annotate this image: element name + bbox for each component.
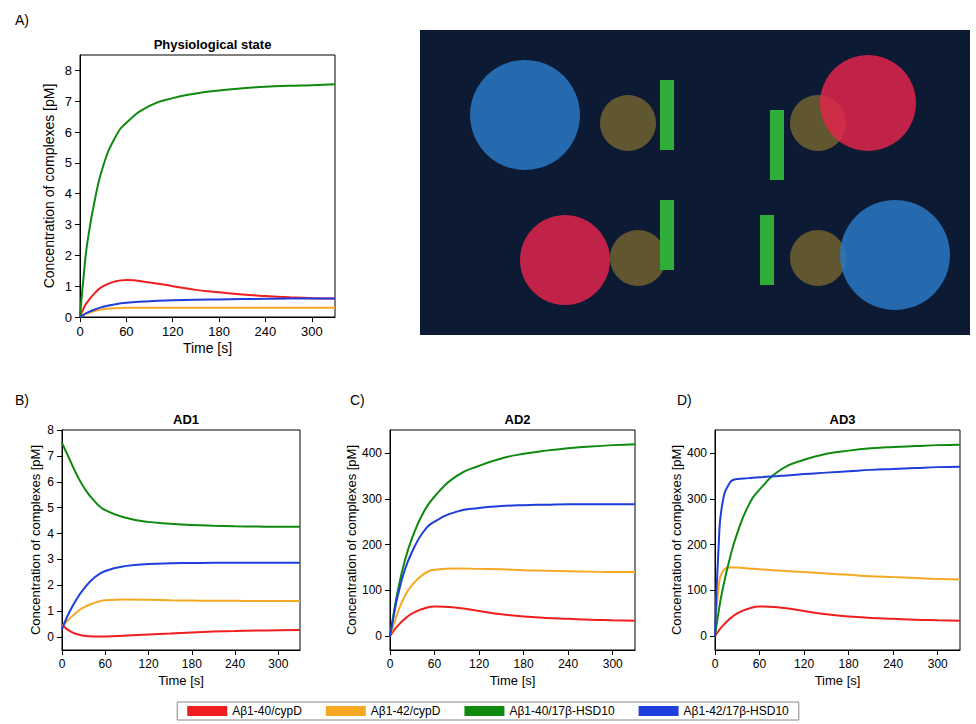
svg-text:120: 120 [469,657,489,671]
svg-text:Aβ1-40/cypD: Aβ1-40/cypD [232,704,302,718]
svg-text:0: 0 [59,657,66,671]
svg-text:2: 2 [47,578,54,592]
svg-text:0: 0 [387,657,394,671]
svg-text:240: 240 [225,657,245,671]
svg-text:5: 5 [47,501,54,515]
svg-text:Time [s]: Time [s] [815,673,861,688]
svg-text:0: 0 [76,324,83,339]
svg-text:180: 180 [514,657,534,671]
svg-text:AD2: AD2 [504,412,530,427]
svg-text:60: 60 [753,657,767,671]
svg-text:60: 60 [119,324,133,339]
svg-text:0: 0 [375,629,382,643]
svg-text:240: 240 [255,324,277,339]
svg-text:Time [s]: Time [s] [490,673,536,688]
svg-text:6: 6 [47,475,54,489]
svg-text:8: 8 [65,63,72,78]
svg-text:6: 6 [65,125,72,140]
svg-text:200: 200 [687,538,707,552]
svg-text:AD1: AD1 [173,412,199,427]
svg-text:120: 120 [794,657,814,671]
svg-text:Aβ1-40/17β-HSD10: Aβ1-40/17β-HSD10 [509,704,615,718]
svg-text:3: 3 [47,552,54,566]
svg-text:3: 3 [65,217,72,232]
svg-text:Time [s]: Time [s] [158,673,204,688]
svg-text:Concentration of complexes [pM: Concentration of complexes [pM] [28,445,43,635]
svg-text:100: 100 [362,583,382,597]
svg-text:Aβ1-42/17β-HSD10: Aβ1-42/17β-HSD10 [684,704,790,718]
svg-text:300: 300 [603,657,623,671]
svg-text:180: 180 [182,657,202,671]
svg-text:Aβ1-42/cypD: Aβ1-42/cypD [371,704,441,718]
svg-text:C): C) [350,392,365,408]
svg-text:120: 120 [139,657,159,671]
svg-text:300: 300 [268,657,288,671]
svg-text:Time [s]: Time [s] [183,340,232,356]
svg-text:2: 2 [65,248,72,263]
svg-text:Physiological state: Physiological state [154,37,272,52]
svg-text:7: 7 [65,94,72,109]
svg-text:300: 300 [928,657,948,671]
svg-text:240: 240 [558,657,578,671]
svg-text:100: 100 [687,583,707,597]
svg-text:5: 5 [65,155,72,170]
svg-text:0: 0 [700,629,707,643]
svg-text:60: 60 [428,657,442,671]
svg-text:0: 0 [65,310,72,325]
svg-text:Concentration of complexes [pM: Concentration of complexes [pM] [669,445,684,635]
svg-text:300: 300 [687,492,707,506]
svg-text:4: 4 [65,186,72,201]
svg-text:1: 1 [65,279,72,294]
svg-text:4: 4 [47,527,54,541]
svg-text:400: 400 [687,446,707,460]
svg-text:180: 180 [839,657,859,671]
svg-text:B): B) [15,392,29,408]
svg-text:Concentration of complexes [pM: Concentration of complexes [pM] [344,445,359,635]
svg-text:0: 0 [47,630,54,644]
svg-text:A): A) [15,12,29,28]
svg-text:1: 1 [47,604,54,618]
svg-text:400: 400 [362,446,382,460]
svg-text:D): D) [677,392,692,408]
svg-text:180: 180 [208,324,230,339]
svg-text:120: 120 [162,324,184,339]
svg-text:AD3: AD3 [829,412,855,427]
svg-text:300: 300 [362,492,382,506]
svg-text:7: 7 [47,449,54,463]
svg-text:0: 0 [712,657,719,671]
svg-text:Concentration of complexes [pM: Concentration of complexes [pM] [41,84,57,289]
svg-text:60: 60 [99,657,113,671]
svg-text:240: 240 [883,657,903,671]
svg-text:200: 200 [362,538,382,552]
svg-text:8: 8 [47,423,54,437]
svg-text:300: 300 [301,324,323,339]
